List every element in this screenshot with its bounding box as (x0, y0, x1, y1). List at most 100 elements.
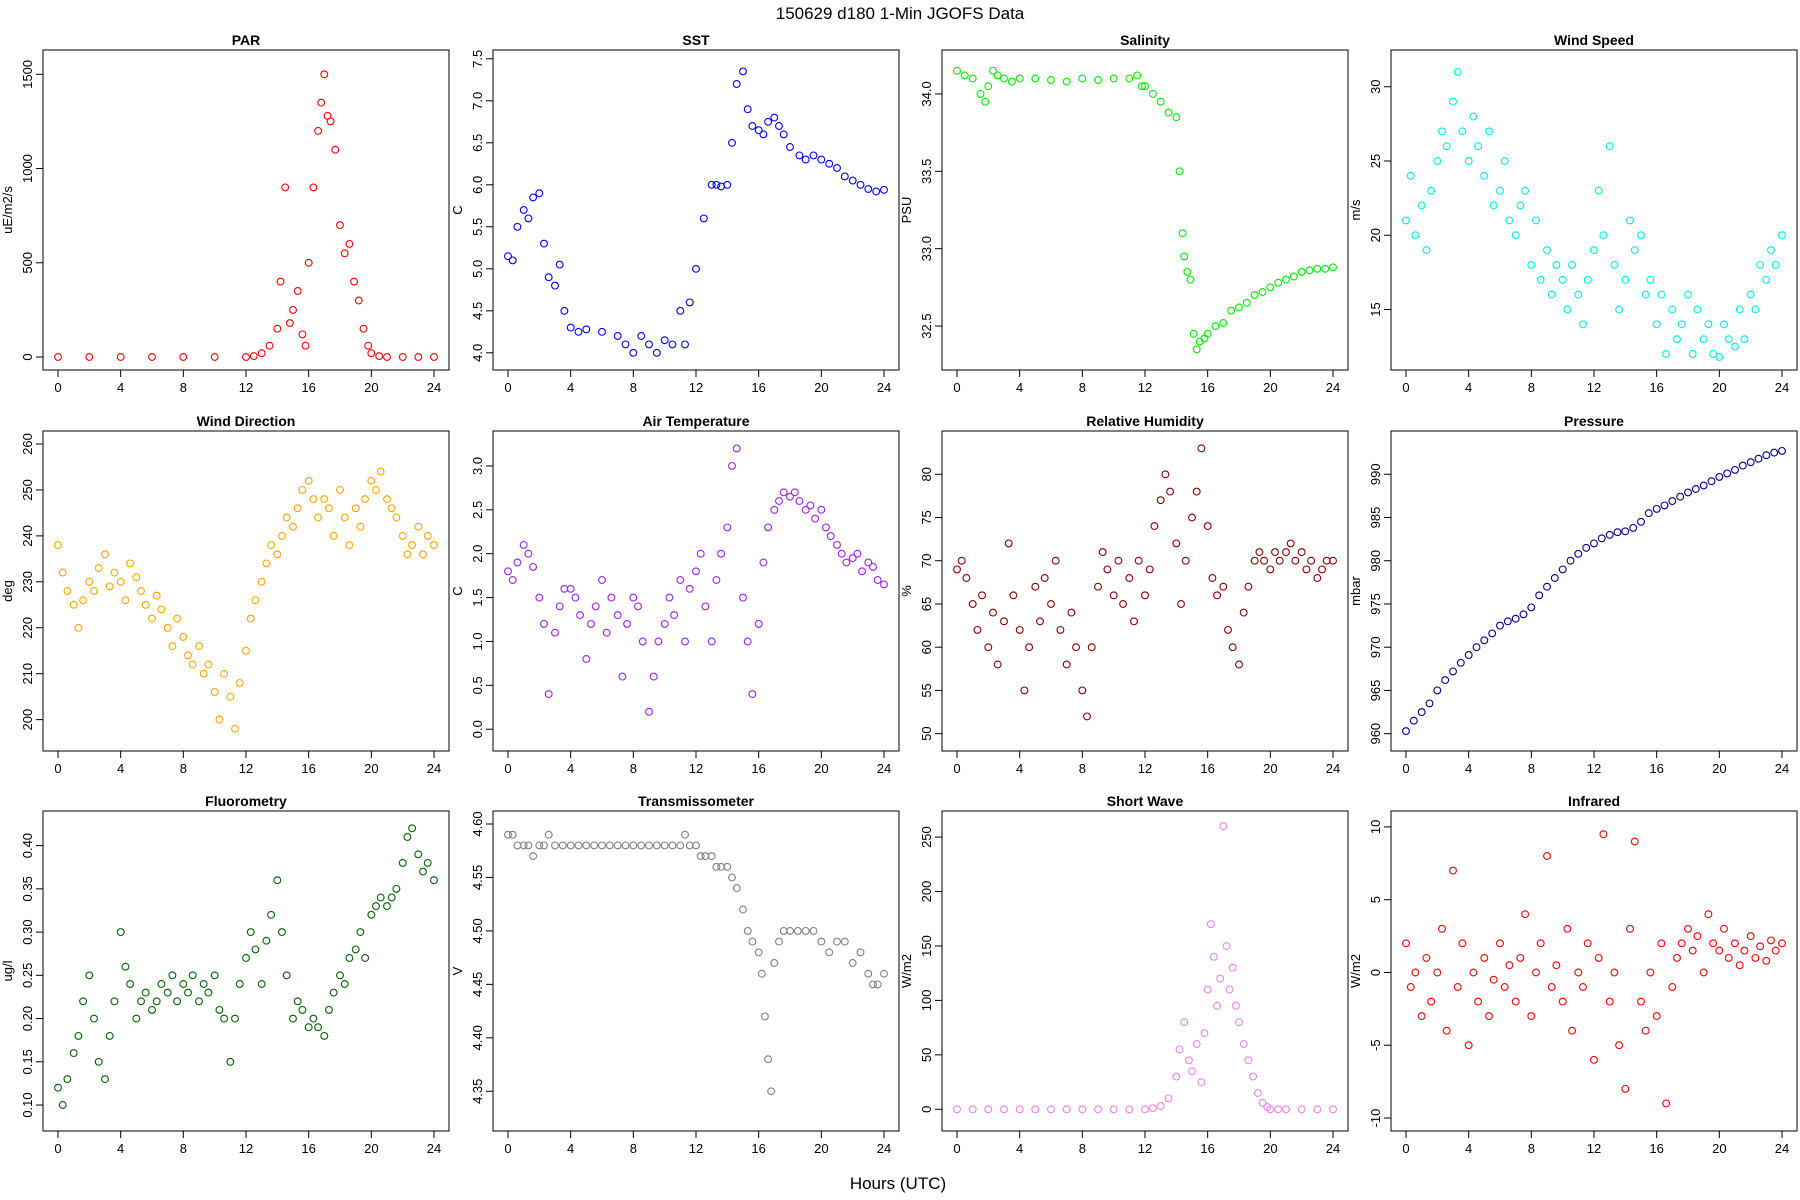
y-tick-label: 32.5 (919, 313, 934, 338)
data-point-air-temperature (801, 505, 810, 514)
data-point-fluorometry (242, 954, 250, 962)
data-point-fluorometry (376, 893, 385, 902)
data-point-infrared (1626, 924, 1634, 933)
data-point-salinity (1094, 76, 1102, 84)
data-point-pressure (1778, 446, 1786, 455)
data-point-fluorometry (329, 988, 338, 997)
data-point-sst (529, 193, 538, 202)
y-tick-label: 65 (919, 597, 934, 611)
data-point-pressure (1566, 556, 1575, 565)
data-point-wind-speed (1402, 216, 1410, 225)
data-point-salinity (1000, 74, 1008, 83)
x-tick-label: 12 (1138, 761, 1152, 776)
y-tick-label: 0.35 (20, 876, 35, 901)
data-point-wind-direction (242, 646, 250, 655)
data-point-short-wave (1203, 985, 1212, 994)
y-tick-label: 55 (919, 683, 934, 697)
y-tick-label: 34.0 (919, 81, 934, 106)
data-point-sst (801, 155, 810, 164)
data-point-infrared (1610, 968, 1619, 977)
x-tick-label: 16 (301, 380, 315, 395)
data-point-air-temperature (629, 593, 638, 602)
data-point-pressure (1644, 509, 1653, 518)
data-point-salinity (1180, 252, 1189, 261)
data-point-sst (880, 185, 888, 194)
data-point-salinity (1313, 264, 1322, 273)
y-tick-label: 1500 (20, 60, 35, 89)
data-point-sst (524, 214, 533, 223)
data-point-par (375, 352, 384, 361)
data-point-air-temperature (540, 619, 548, 628)
data-point-fluorometry (173, 997, 182, 1006)
data-point-relative-humidity (989, 608, 997, 617)
x-tick-label: 24 (877, 761, 891, 776)
y-tick-label: 75 (919, 510, 934, 524)
data-point-wind-direction (226, 692, 235, 701)
data-point-relative-humidity (968, 600, 977, 608)
data-point-par (414, 353, 423, 361)
data-point-infrared (1511, 997, 1520, 1006)
data-point-short-wave (1192, 1040, 1201, 1048)
data-point-sst (775, 122, 783, 130)
data-point-wind-direction (69, 600, 78, 609)
data-point-fluorometry (94, 1057, 103, 1066)
data-point-wind-direction (419, 550, 427, 559)
data-point-short-wave (1125, 1105, 1134, 1114)
data-point-wind-speed (1668, 305, 1677, 314)
data-point-transmissometer (754, 948, 763, 957)
data-point-par (257, 349, 266, 358)
data-point-infrared (1767, 936, 1775, 945)
data-point-relative-humidity (1224, 625, 1232, 634)
data-point-pressure (1597, 534, 1606, 543)
data-point-salinity (1235, 303, 1243, 312)
y-axis-label-air-temperature: C (450, 586, 465, 595)
x-tick-label: 0 (1402, 380, 1409, 395)
data-point-fluorometry (289, 1014, 297, 1023)
data-point-pressure (1668, 497, 1677, 506)
data-point-wind-direction (121, 596, 130, 605)
data-point-air-temperature (748, 690, 757, 699)
data-point-par (367, 349, 376, 358)
data-point-salinity (1274, 278, 1283, 287)
y-tick-label: 1000 (20, 154, 35, 183)
data-point-wind-direction (262, 559, 271, 568)
data-point-infrared (1605, 997, 1614, 1006)
data-point-salinity (1015, 74, 1024, 83)
y-tick-label: 210 (20, 663, 35, 685)
x-tick-label: 8 (630, 1141, 637, 1156)
data-point-short-wave (1156, 1102, 1165, 1110)
data-point-infrared (1641, 1026, 1650, 1035)
y-tick-label: 2.5 (470, 501, 485, 519)
data-point-infrared (1731, 939, 1739, 948)
data-point-relative-humidity (1134, 556, 1143, 565)
y-axis-label-wind-direction: deg (0, 580, 15, 602)
data-point-air-temperature (654, 637, 663, 646)
x-tick-label: 8 (1079, 761, 1086, 776)
data-point-fluorometry (63, 1075, 72, 1084)
data-point-short-wave (1172, 1072, 1181, 1081)
data-point-fluorometry (137, 997, 145, 1006)
data-point-wind-direction (251, 596, 260, 605)
x-tick-label: 4 (117, 761, 124, 776)
x-tick-label: 24 (877, 380, 891, 395)
data-point-par (364, 341, 373, 350)
x-tick-label: 8 (180, 380, 187, 395)
x-tick-label: 16 (1200, 380, 1214, 395)
data-point-wind-speed (1433, 157, 1442, 165)
data-point-air-temperature (670, 611, 679, 620)
data-point-fluorometry (398, 858, 407, 867)
data-point-short-wave (1282, 1105, 1290, 1114)
data-point-par (354, 296, 363, 305)
data-point-wind-speed (1699, 335, 1708, 344)
x-tick-label: 16 (751, 1141, 765, 1156)
data-point-sst (872, 187, 881, 196)
y-tick-label: 250 (20, 479, 35, 501)
data-point-infrared (1489, 975, 1498, 984)
y-tick-label: 0 (20, 353, 35, 360)
data-point-air-temperature (707, 637, 716, 646)
data-point-sst (692, 264, 700, 273)
data-point-air-temperature (665, 593, 674, 602)
x-tick-label: 16 (751, 380, 765, 395)
x-tick-label: 20 (1712, 1141, 1726, 1156)
